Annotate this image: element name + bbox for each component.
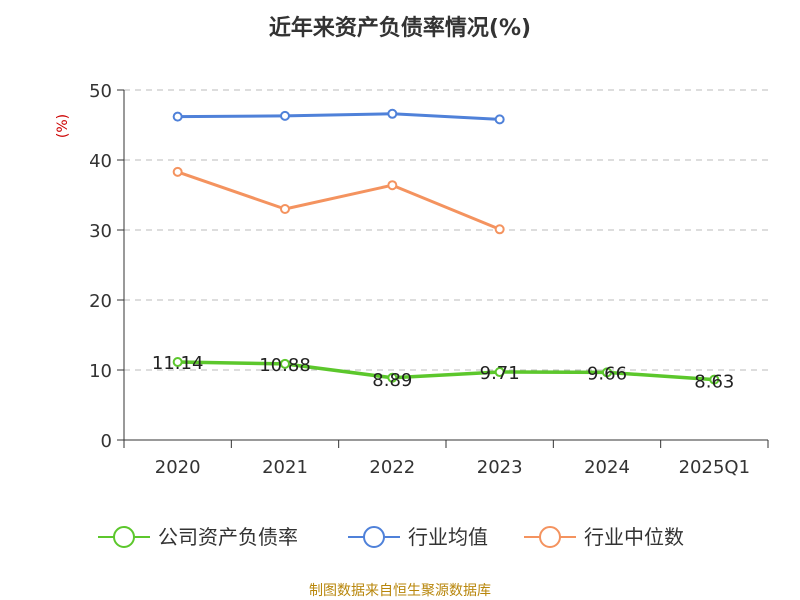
x-tick-label: 2023 (477, 457, 523, 478)
series-line (177, 360, 715, 382)
legend-swatch-marker (363, 526, 385, 548)
y-tick-label: 40 (89, 151, 112, 172)
x-tick-label: 2025Q1 (679, 457, 750, 478)
series-line (177, 170, 501, 231)
x-tick-label: 2024 (584, 457, 630, 478)
data-point (172, 166, 183, 177)
legend-label: 行业均值 (408, 525, 488, 549)
y-tick-label: 30 (89, 221, 112, 242)
y-tick-label: 0 (101, 431, 112, 452)
data-label: 10.88 (259, 355, 311, 376)
x-tick-label: 2020 (155, 457, 201, 478)
data-point (494, 224, 505, 235)
data-point (387, 372, 398, 383)
y-tick-label: 50 (89, 81, 112, 102)
legend-label: 行业中位数 (584, 525, 684, 549)
data-label: 8.89 (372, 370, 412, 391)
axes: 0 10 20 30 40 50 2020 2021 2022 2023 2024 2025Q1 (89, 81, 769, 478)
data-point (280, 358, 290, 369)
data-point (172, 357, 183, 368)
data-label: 9.71 (480, 363, 520, 384)
grid-lines (124, 89, 768, 371)
data-point (709, 374, 720, 385)
data-point (387, 180, 398, 191)
y-axis-label: (%) (55, 114, 71, 138)
x-tick-label: 2022 (369, 457, 415, 478)
y-tick-label: 10 (89, 361, 112, 382)
x-tick-label: 2021 (262, 457, 308, 478)
data-label: 8.63 (694, 372, 734, 393)
series-lines (172, 108, 720, 385)
data-point (494, 114, 505, 125)
data-point (172, 111, 183, 122)
legend-swatch-marker (113, 526, 135, 548)
source-note: 制图数据来自恒生聚源数据库 (309, 583, 491, 599)
legend-label: 公司资产负债率 (158, 525, 298, 549)
data-point (387, 108, 398, 119)
y-tick-label: 20 (89, 291, 112, 312)
data-labels: 11.14 10.88 8.89 9.71 9.66 8.63 (152, 353, 734, 393)
data-label: 11.14 (152, 353, 204, 374)
data-label: 9.66 (587, 363, 627, 384)
chart-title: 近年来资产负债率情况(%) (269, 15, 531, 41)
data-point (602, 367, 612, 378)
data-point (494, 367, 505, 378)
legend: 公司资产负债率 行业均值 行业中位数 (98, 525, 684, 549)
series-line (177, 112, 500, 121)
data-point (280, 204, 290, 214)
legend-swatch-marker (539, 526, 561, 548)
data-point (280, 110, 290, 121)
